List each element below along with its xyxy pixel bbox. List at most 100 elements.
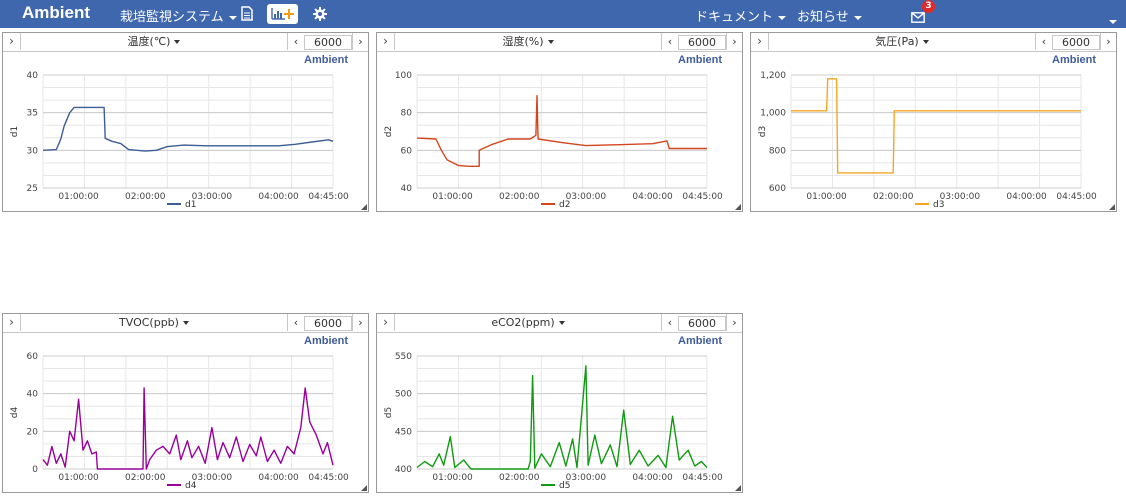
chevron-left-icon[interactable]: ‹ bbox=[287, 314, 304, 331]
panel-title: 温度(℃) bbox=[127, 35, 171, 48]
chart-panel-tvoc: › TVOC(ppb) ‹ 6000 › Ambient 0 20 40 60 d4 01:00:00… bbox=[2, 313, 369, 493]
brand-logo[interactable]: Ambient bbox=[22, 3, 90, 22]
chevron-down-icon bbox=[1109, 19, 1117, 24]
user-menu-dropdown[interactable] bbox=[1109, 11, 1117, 30]
panel-title-dropdown[interactable]: TVOC(ppb) bbox=[20, 314, 288, 332]
chevron-left-icon[interactable]: ‹ bbox=[661, 33, 678, 50]
panel-toggle-button[interactable]: › bbox=[377, 314, 395, 331]
chevron-left-icon[interactable]: ‹ bbox=[287, 33, 304, 50]
series-line-d3[interactable] bbox=[791, 78, 1081, 174]
series-line-d2[interactable] bbox=[416, 95, 707, 168]
x-tick-label: 04:45:00 bbox=[1056, 192, 1097, 202]
resize-handle[interactable] bbox=[361, 204, 367, 210]
x-tick-label: 03:00:00 bbox=[192, 192, 233, 202]
y-axis-label: d2 bbox=[384, 126, 394, 137]
x-tick-label: 03:00:00 bbox=[566, 473, 607, 483]
legend-label[interactable]: d3 bbox=[933, 200, 944, 210]
panel-title-dropdown[interactable]: 気圧(Pa) bbox=[768, 33, 1036, 51]
chevron-down-icon bbox=[182, 321, 189, 325]
chevron-right-icon[interactable]: › bbox=[1100, 33, 1116, 50]
chevron-right-icon[interactable]: › bbox=[352, 314, 368, 331]
panel-toggle-button[interactable]: › bbox=[3, 314, 21, 331]
chevron-right-icon[interactable]: › bbox=[352, 33, 368, 50]
chart-body: Ambient 600 800 1,000 1,200 d3 01:00:00 02:00:0… bbox=[751, 51, 1116, 211]
y-tick-label: 35 bbox=[27, 109, 38, 119]
y-tick-label: 30 bbox=[27, 146, 39, 156]
panel-header: › 湿度(%) ‹ 6000 › bbox=[377, 33, 742, 52]
y-tick-label: 40 bbox=[401, 184, 413, 194]
panel-title-dropdown[interactable]: 湿度(%) bbox=[394, 33, 662, 51]
x-tick-label: 02:00:00 bbox=[125, 192, 166, 202]
y-axis-label: d5 bbox=[384, 407, 394, 418]
y-tick-label: 400 bbox=[395, 465, 412, 475]
y-tick-label: 40 bbox=[27, 71, 39, 81]
panel-title: 湿度(%) bbox=[502, 35, 544, 48]
series-line-d5[interactable] bbox=[416, 365, 708, 470]
y-tick-label: 100 bbox=[395, 71, 412, 81]
nav-docs-dropdown[interactable]: ドキュメント bbox=[695, 6, 787, 25]
y-tick-label: 40 bbox=[27, 390, 39, 400]
panel-title-dropdown[interactable]: 温度(℃) bbox=[20, 33, 288, 51]
panel-toggle-button[interactable]: › bbox=[751, 33, 769, 50]
mail-button[interactable] bbox=[911, 8, 925, 27]
data-count-field[interactable]: 6000 bbox=[304, 35, 352, 50]
panel-toggle-button[interactable]: › bbox=[377, 33, 395, 50]
resize-handle[interactable] bbox=[361, 485, 367, 491]
x-tick-label: 04:00:00 bbox=[1006, 192, 1047, 202]
chart-panel-eco2: › eCO2(ppm) ‹ 6000 › Ambient 400 450 500 550 d5 01:… bbox=[376, 313, 743, 493]
panel-title-dropdown[interactable]: eCO2(ppm) bbox=[394, 314, 662, 332]
document-icon[interactable] bbox=[241, 6, 253, 25]
chevron-left-icon[interactable]: ‹ bbox=[1035, 33, 1052, 50]
data-count-field[interactable]: 6000 bbox=[1052, 35, 1100, 50]
nav-news-dropdown[interactable]: お知らせ bbox=[797, 6, 862, 25]
legend-label[interactable]: d4 bbox=[185, 481, 197, 491]
y-tick-label: 20 bbox=[27, 427, 39, 437]
panel-header: › 温度(℃) ‹ 6000 › bbox=[3, 33, 368, 52]
gear-icon[interactable] bbox=[313, 6, 327, 25]
series-line-d1[interactable] bbox=[42, 106, 334, 152]
data-count-field[interactable]: 6000 bbox=[304, 316, 352, 331]
x-tick-label: 01:00:00 bbox=[432, 192, 473, 202]
chart-svg: 40 60 80 100 d2 01:00:00 02:00:00 03:00:00 04:00… bbox=[384, 71, 723, 210]
nav-docs-label: ドキュメント bbox=[695, 10, 774, 25]
resize-handle[interactable] bbox=[735, 485, 741, 491]
y-tick-label: 1,200 bbox=[760, 71, 786, 81]
legend-label[interactable]: d1 bbox=[185, 200, 196, 210]
channel-dropdown[interactable]: 栽培監視システム bbox=[120, 6, 237, 25]
y-tick-label: 500 bbox=[395, 390, 412, 400]
add-chart-button[interactable] bbox=[267, 4, 298, 24]
channel-name: 栽培監視システム bbox=[120, 10, 224, 25]
y-tick-label: 450 bbox=[395, 427, 412, 437]
chevron-down-icon bbox=[228, 15, 237, 20]
chart-body: Ambient 400 450 500 550 d5 01:00:00 02:00:00 03:… bbox=[377, 332, 742, 492]
x-tick-label: 04:45:00 bbox=[308, 473, 349, 483]
chart-svg: 25 30 35 40 d1 01:00:00 02:00:00 03:00:00 04:00:… bbox=[10, 71, 349, 210]
ambient-watermark: Ambient bbox=[304, 335, 348, 347]
data-count-field[interactable]: 6000 bbox=[678, 316, 726, 331]
legend-label[interactable]: d2 bbox=[559, 200, 570, 210]
chevron-right-icon[interactable]: › bbox=[726, 33, 742, 50]
x-tick-label: 01:00:00 bbox=[58, 192, 99, 202]
resize-handle[interactable] bbox=[735, 204, 741, 210]
chevron-down-icon bbox=[547, 40, 554, 44]
legend-label[interactable]: d5 bbox=[559, 481, 570, 491]
chart-body: Ambient 40 60 80 100 d2 01:00:00 02:00:00 03:00:… bbox=[377, 51, 742, 211]
chevron-left-icon[interactable]: ‹ bbox=[661, 314, 678, 331]
x-tick-label: 03:00:00 bbox=[940, 192, 981, 202]
y-tick-label: 25 bbox=[27, 184, 38, 194]
panel-title: TVOC(ppb) bbox=[119, 316, 179, 329]
data-count-field[interactable]: 6000 bbox=[678, 35, 726, 50]
x-tick-label: 04:00:00 bbox=[632, 192, 673, 202]
panel-toggle-button[interactable]: › bbox=[3, 33, 21, 50]
x-tick-label: 01:00:00 bbox=[806, 192, 847, 202]
resize-handle[interactable] bbox=[1109, 204, 1115, 210]
chart-svg: 600 800 1,000 1,200 d3 01:00:00 02:00:00 03:00:… bbox=[758, 71, 1097, 210]
x-tick-label: 03:00:00 bbox=[192, 473, 233, 483]
nav-news-label: お知らせ bbox=[797, 10, 849, 25]
panel-header: › 気圧(Pa) ‹ 6000 › bbox=[751, 33, 1116, 52]
ambient-watermark: Ambient bbox=[678, 54, 722, 66]
ambient-watermark: Ambient bbox=[304, 54, 348, 66]
chevron-right-icon[interactable]: › bbox=[726, 314, 742, 331]
series-line-d4[interactable] bbox=[42, 387, 334, 470]
chart-body: Ambient 0 20 40 60 d4 01:00:00 02:00:00 03:00:00… bbox=[3, 332, 368, 492]
